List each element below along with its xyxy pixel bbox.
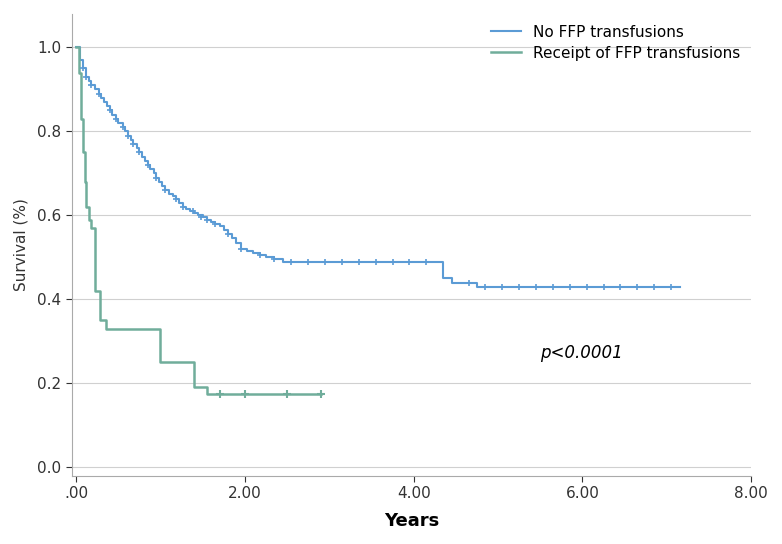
Text: p<0.0001: p<0.0001 (540, 344, 623, 362)
X-axis label: Years: Years (384, 512, 439, 530)
Legend: No FFP transfusions, Receipt of FFP transfusions: No FFP transfusions, Receipt of FFP tran… (484, 18, 747, 67)
Y-axis label: Survival (%): Survival (%) (14, 199, 29, 291)
